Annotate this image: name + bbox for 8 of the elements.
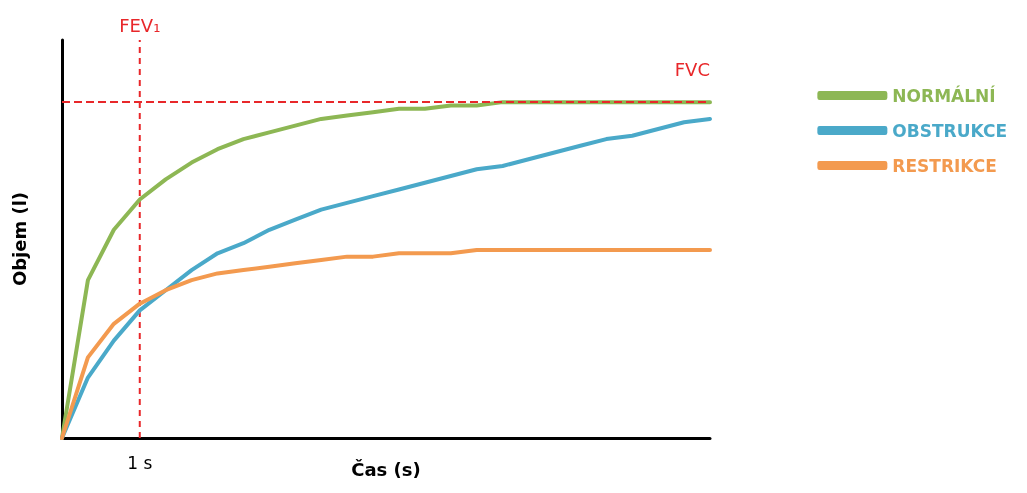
text: 1 s [127, 452, 153, 473]
legend-label: RESTRIKCE [892, 155, 997, 176]
ref-line-label: FVC [674, 58, 710, 80]
legend-label: OBSTRUKCE [892, 120, 1008, 141]
legend-label: NORMÁLNÍ [892, 84, 996, 106]
y-axis-title: Objem (l) [8, 191, 30, 287]
x-axis-title: Čas (s) [351, 458, 421, 480]
text: FEV₁ [119, 14, 161, 36]
